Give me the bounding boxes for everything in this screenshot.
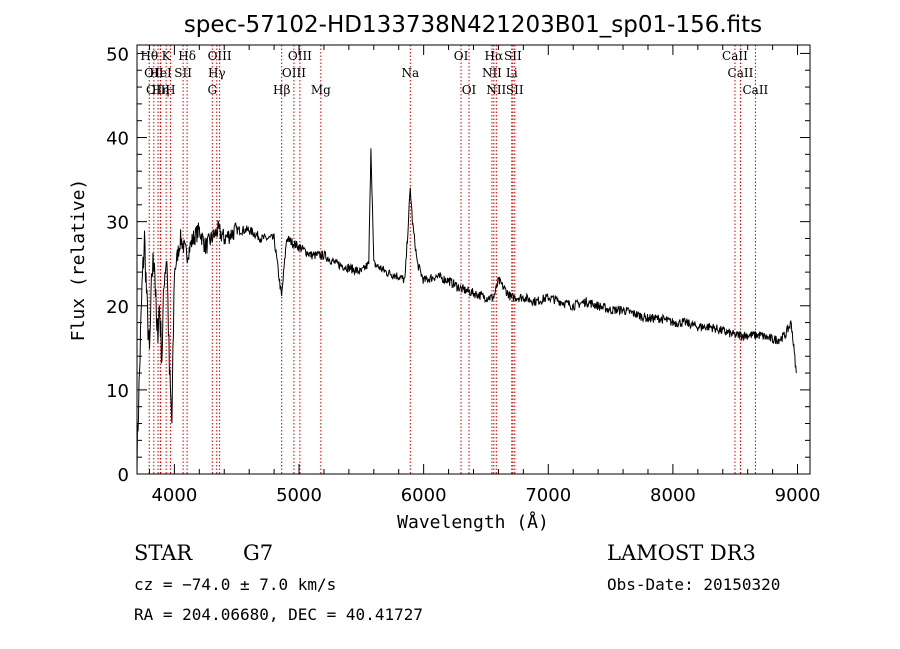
object-class: STAR (134, 541, 193, 565)
marker-label: Hα (485, 49, 504, 63)
coordinates-text: RA = 204.06680, DEC = 40.41727 (134, 605, 423, 624)
x-tick-label: 4000 (151, 485, 197, 506)
marker-label: H (165, 83, 175, 97)
spectrum-line (136, 148, 797, 475)
x-axis: 4000 5000 6000 7000 8000 9000 (148, 45, 821, 506)
marker-label: K (162, 49, 172, 63)
marker-label: OIII (146, 83, 170, 97)
marker-label: OI (454, 49, 469, 63)
object-subclass: G7 (243, 541, 273, 565)
marker-label: Hγ (208, 66, 226, 80)
plot-frame (136, 44, 811, 475)
marker-label: OIII (208, 49, 232, 63)
chart-title: spec-57102-HD133738N421203B01_sp01-156.f… (184, 12, 762, 38)
marker-label: Mg (311, 83, 331, 97)
marker-label: Hθ (140, 49, 158, 63)
marker-label: G (207, 83, 217, 97)
y-tick-label: 30 (106, 213, 129, 234)
survey-label: LAMOST DR3 (607, 541, 756, 565)
marker-label: SII (504, 49, 522, 63)
marker-label: Hη (152, 83, 170, 97)
x-tick-label: 6000 (401, 485, 447, 506)
y-tick-label: 20 (106, 297, 129, 318)
line-label-group: Hθ OII OIII HeI Hη K H SII Hδ G Hγ OIII Hβ OIII OIII Mg… (140, 49, 768, 97)
marker-label: OII (144, 66, 164, 80)
y-tick-label: 0 (118, 465, 129, 486)
marker-label: Li (506, 66, 518, 80)
marker-label: OIII (282, 66, 306, 80)
obs-date-text: Obs-Date: 20150320 (607, 575, 780, 594)
marker-label: NII (486, 83, 506, 97)
marker-label: CaII (728, 66, 754, 80)
x-tick-label: 7000 (525, 485, 571, 506)
line-marker-group (148, 45, 756, 474)
marker-label: NII (482, 66, 502, 80)
marker-label: OIII (288, 49, 312, 63)
redshift-text: cz = −74.0 ± 7.0 km/s (134, 575, 336, 594)
y-tick-label: 10 (106, 381, 129, 402)
marker-label: SII (174, 66, 192, 80)
marker-label: HeI (149, 66, 172, 80)
x-tick-label: 5000 (276, 485, 322, 506)
marker-label: CaII (722, 49, 748, 63)
y-tick-label: 40 (106, 129, 129, 150)
y-axis-label: Flux (relative) (68, 179, 89, 342)
marker-label: SII (506, 83, 524, 97)
marker-label: OI (462, 83, 477, 97)
marker-label: Hβ (273, 83, 290, 97)
marker-label: Na (401, 66, 419, 80)
marker-label: Hδ (178, 49, 196, 63)
y-tick-label: 50 (106, 44, 129, 65)
x-tick-label: 8000 (650, 485, 696, 506)
x-tick-label: 9000 (775, 485, 821, 506)
y-axis: 0 10 20 30 40 50 (106, 44, 810, 486)
x-axis-label: Wavelength (Å) (397, 511, 549, 533)
marker-label: CaII (742, 83, 768, 97)
